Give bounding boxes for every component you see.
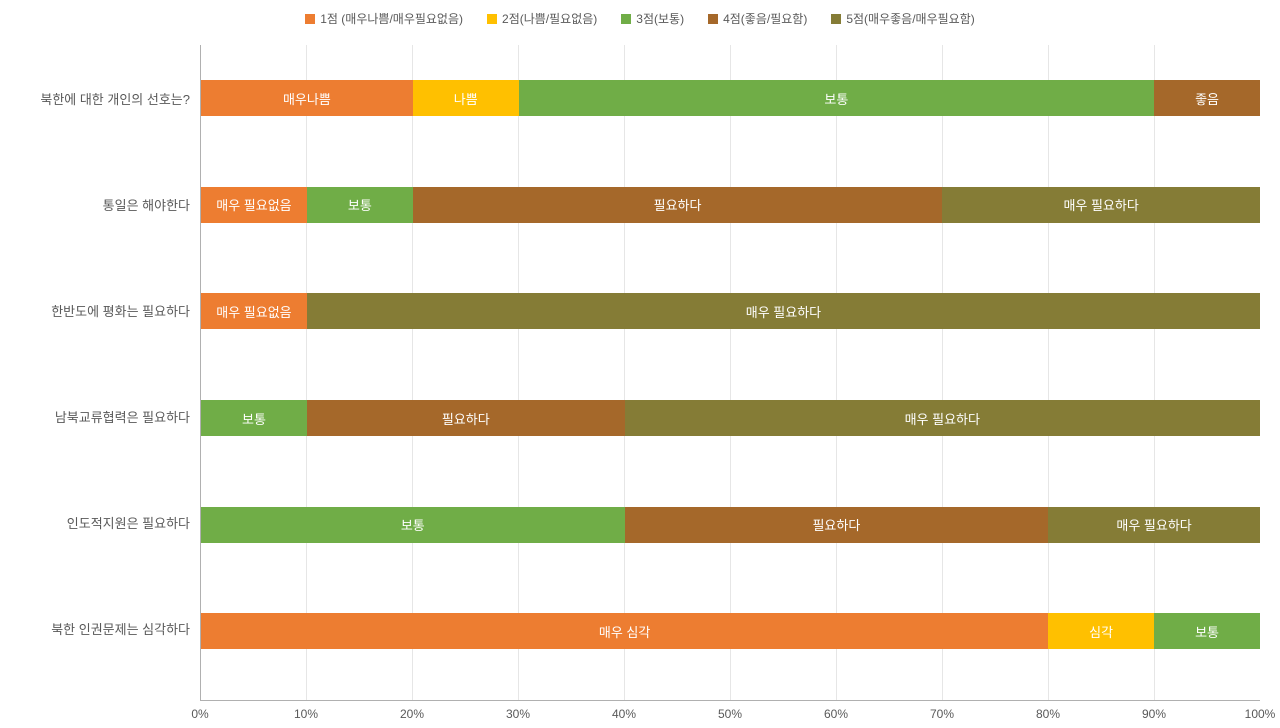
stacked-bar: 매우나쁨 나쁨 보통 좋음	[201, 80, 1260, 116]
chart-area: 북한에 대한 개인의 선호는?통일은 해야한다한반도에 평화는 필요하다남북교류…	[20, 45, 1260, 701]
legend-swatch	[487, 14, 497, 24]
segment-label: 매우 필요없음	[216, 302, 291, 321]
legend-label: 5점(매우좋음/매우필요함)	[846, 10, 974, 27]
stacked-bar: 매우 필요없음 보통 필요하다 매우 필요하다	[201, 187, 1260, 223]
segment-label: 좋음	[1195, 89, 1219, 108]
x-axis-tick-label: 50%	[718, 707, 742, 721]
x-axis-tick-label: 20%	[400, 707, 424, 721]
segment-label: 심각	[1089, 622, 1113, 641]
x-axis-tick-label: 80%	[1036, 707, 1060, 721]
x-axis-tick-label: 70%	[930, 707, 954, 721]
bar-row: 매우 심각 심각 보통	[201, 578, 1260, 685]
bar-row: 보통 필요하다 매우 필요하다	[201, 471, 1260, 578]
x-axis-tick-label: 10%	[294, 707, 318, 721]
segment-label: 매우 필요하다	[905, 409, 980, 428]
legend-item-s4: 4점(좋음/필요함)	[708, 10, 807, 27]
bar-segment: 매우 심각	[201, 613, 1048, 649]
x-axis-tick-label: 100%	[1245, 707, 1276, 721]
bar-segment: 보통	[201, 507, 625, 543]
legend-swatch	[621, 14, 631, 24]
segment-label: 매우 필요하다	[1063, 195, 1138, 214]
segment-label: 보통	[401, 515, 425, 534]
segment-label: 보통	[348, 195, 372, 214]
bar-segment: 심각	[1048, 613, 1154, 649]
legend-item-s5: 5점(매우좋음/매우필요함)	[831, 10, 974, 27]
bar-segment: 매우 필요하다	[1048, 507, 1260, 543]
bar-row: 보통 필요하다 매우 필요하다	[201, 365, 1260, 472]
segment-label: 매우 필요하다	[746, 302, 821, 321]
stacked-bar: 보통 필요하다 매우 필요하다	[201, 400, 1260, 436]
x-axis-tick-label: 60%	[824, 707, 848, 721]
segment-label: 매우 심각	[599, 622, 650, 641]
plot-area: 매우나쁨나쁨보통좋음매우 필요없음보통필요하다매우 필요하다매우 필요없음매우 …	[200, 45, 1260, 701]
bar-segment: 매우 필요하다	[307, 293, 1260, 329]
y-axis-labels: 북한에 대한 개인의 선호는?통일은 해야한다한반도에 평화는 필요하다남북교류…	[20, 45, 200, 701]
y-axis-label: 북한에 대한 개인의 선호는?	[20, 45, 200, 151]
legend-item-s3: 3점(보통)	[621, 10, 684, 27]
segment-label: 매우나쁨	[283, 89, 331, 108]
bar-segment: 매우 필요없음	[201, 187, 307, 223]
bar-row: 매우 필요없음 보통 필요하다 매우 필요하다	[201, 152, 1260, 259]
segment-label: 매우 필요하다	[1116, 515, 1191, 534]
legend-item-s1: 1점 (매우나쁨/매우필요없음)	[305, 10, 463, 27]
bar-segment: 필요하다	[413, 187, 943, 223]
y-axis-label: 한반도에 평화는 필요하다	[20, 257, 200, 363]
legend-label: 3점(보통)	[636, 10, 684, 27]
bar-segment: 보통	[519, 80, 1154, 116]
legend-swatch	[708, 14, 718, 24]
legend-label: 4점(좋음/필요함)	[723, 10, 807, 27]
bar-segment: 보통	[307, 187, 413, 223]
segment-label: 보통	[824, 89, 848, 108]
bar-row: 매우 필요없음 매우 필요하다	[201, 258, 1260, 365]
bar-segment: 필요하다	[625, 507, 1049, 543]
legend-swatch	[831, 14, 841, 24]
bar-segment: 필요하다	[307, 400, 625, 436]
x-axis-labels: 0%10%20%30%40%50%60%70%80%90%100%	[200, 707, 1260, 723]
segment-label: 보통	[1195, 622, 1219, 641]
bar-segment: 매우 필요없음	[201, 293, 307, 329]
legend-swatch	[305, 14, 315, 24]
x-axis-tick-label: 30%	[506, 707, 530, 721]
stacked-bar: 보통 필요하다 매우 필요하다	[201, 507, 1260, 543]
bar-segment: 나쁨	[413, 80, 519, 116]
segment-label: 필요하다	[812, 515, 860, 534]
stacked-bar: 매우 심각 심각 보통	[201, 613, 1260, 649]
y-axis-label: 북한 인권문제는 심각하다	[20, 575, 200, 681]
bar-segment: 좋음	[1154, 80, 1260, 116]
x-axis-tick-label: 40%	[612, 707, 636, 721]
bar-segment: 매우나쁨	[201, 80, 413, 116]
legend-item-s2: 2점(나쁨/필요없음)	[487, 10, 597, 27]
bars-container: 매우나쁨나쁨보통좋음매우 필요없음보통필요하다매우 필요하다매우 필요없음매우 …	[201, 45, 1260, 685]
chart-legend: 1점 (매우나쁨/매우필요없음) 2점(나쁨/필요없음) 3점(보통) 4점(좋음/필…	[20, 10, 1260, 27]
legend-label: 1점 (매우나쁨/매우필요없음)	[320, 10, 463, 27]
segment-label: 나쁨	[454, 89, 478, 108]
segment-label: 필요하다	[442, 409, 490, 428]
segment-label: 매우 필요없음	[216, 195, 291, 214]
segment-label: 필요하다	[654, 195, 702, 214]
bar-row: 매우나쁨 나쁨 보통 좋음	[201, 45, 1260, 152]
bar-segment: 보통	[201, 400, 307, 436]
bar-segment: 매우 필요하다	[942, 187, 1260, 223]
x-axis-tick-label: 0%	[191, 707, 208, 721]
bar-segment: 보통	[1154, 613, 1260, 649]
x-axis-tick-label: 90%	[1142, 707, 1166, 721]
y-axis-label: 인도적지원은 필요하다	[20, 469, 200, 575]
bar-segment: 매우 필요하다	[625, 400, 1260, 436]
segment-label: 보통	[242, 409, 266, 428]
y-axis-label: 통일은 해야한다	[20, 151, 200, 257]
legend-label: 2점(나쁨/필요없음)	[502, 10, 597, 27]
y-axis-label: 남북교류협력은 필요하다	[20, 363, 200, 469]
stacked-bar: 매우 필요없음 매우 필요하다	[201, 293, 1260, 329]
